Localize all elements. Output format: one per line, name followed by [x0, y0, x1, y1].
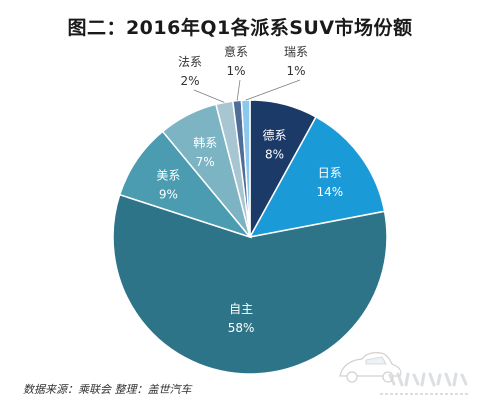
watermark-brand-name: [384, 370, 472, 388]
slice-label-value: 58%: [228, 321, 255, 335]
data-labels: 德系 8% 日系 14% 自主 58% 美系 9% 韩系 7% 法系 2% 意系 1% 瑞系 1%: [156, 44, 343, 335]
pie-slices: [112, 99, 388, 375]
pie-slice-2: [248, 115, 386, 239]
slice-label-name: 意系: [224, 44, 248, 59]
slice-label-name: 自主: [229, 302, 253, 316]
leader-line-8: [245, 79, 301, 101]
chart-title: 图二：2016年Q1各派系SUV市场份额: [67, 17, 413, 39]
slice-label-value: 9%: [159, 188, 178, 202]
source-note: 数据来源：乘联会 整理：盖世汽车: [23, 383, 192, 396]
leader-lines: [193, 79, 301, 103]
slice-label-value: 2%: [180, 74, 199, 88]
slice-label-value: 1%: [286, 64, 305, 78]
slice-label-name: 韩系: [193, 135, 217, 150]
leader-line-7: [236, 79, 241, 101]
slice-label-name: 法系: [178, 55, 202, 69]
slice-label-value: 8%: [265, 148, 284, 162]
slice-label-value: 7%: [196, 155, 215, 169]
slice-label-value: 14%: [316, 185, 343, 199]
slice-label-value: 1%: [226, 64, 245, 78]
site-watermark: [339, 352, 472, 395]
slice-label-name: 瑞系: [284, 45, 308, 59]
pie-slice-3: [112, 193, 388, 375]
slice-label-name: 美系: [156, 169, 180, 183]
leader-line-6: [193, 89, 225, 103]
slice-label-name: 德系: [262, 128, 286, 143]
slice-label-name: 日系: [318, 166, 342, 180]
